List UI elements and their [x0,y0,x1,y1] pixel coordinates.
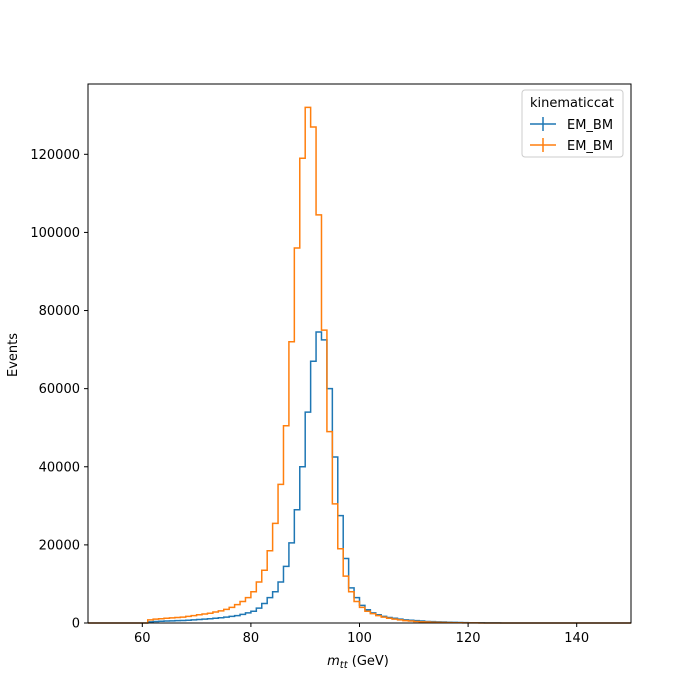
x-tick-label: 80 [243,631,260,646]
x-axis-label: mtt (GeV) [327,654,389,671]
legend-label-2: EM_BM [567,139,613,154]
y-tick-label: 0 [72,617,80,632]
y-tick-label: 120000 [30,148,80,163]
legend-box [521,89,624,158]
x-tick-label: 120 [456,631,481,646]
y-tick-label: 60000 [39,382,80,397]
y-axis: 0 20000 40000 60000 80000 100000 120000 [30,148,88,632]
y-axis-label: Events [6,333,21,377]
legend: kinematiccat EM_BM EM_BM [521,89,624,158]
y-tick-label: 20000 [39,538,80,553]
y-tick-label: 100000 [30,226,80,241]
legend-title: kinematiccat [530,96,614,111]
x-tick-label: 100 [347,631,372,646]
legend-entry: EM_BM [530,138,613,154]
y-tick-label: 40000 [39,460,80,475]
legend-entry: EM_BM [530,117,613,133]
x-axis: 60 80 100 120 140 [134,623,589,646]
y-tick-label: 80000 [39,304,80,319]
x-tick-label: 60 [134,631,151,646]
legend-label-1: EM_BM [567,118,613,133]
x-tick-label: 140 [564,631,589,646]
